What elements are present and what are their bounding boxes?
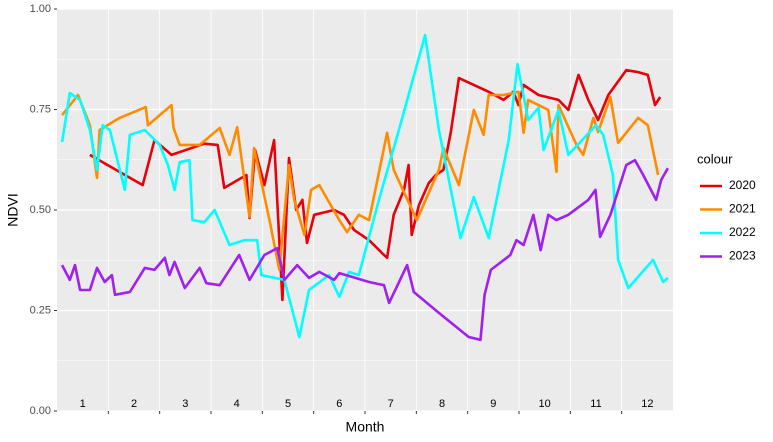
month-label: 5	[285, 398, 291, 410]
legend-title: colour	[697, 151, 733, 166]
legend-label: 2022	[729, 225, 756, 239]
legend-label: 2023	[729, 249, 756, 263]
series-line	[60, 158, 670, 342]
y-tick-label: 0.50	[30, 204, 51, 216]
y-tick-label: 1.00	[30, 3, 51, 15]
month-label: 10	[539, 398, 551, 410]
month-label: 12	[641, 398, 653, 410]
month-label: 2	[131, 398, 137, 410]
month-label: 6	[336, 398, 342, 410]
y-tick-label: 0.00	[30, 405, 51, 417]
series-line	[61, 90, 660, 272]
month-label: 4	[234, 398, 240, 410]
month-label: 3	[182, 398, 188, 410]
month-label: 11	[590, 398, 601, 410]
y-tick-label: 0.75	[30, 103, 51, 115]
month-label: 9	[490, 398, 496, 410]
legend-label: 2020	[729, 178, 756, 192]
y-axis-title: NDVI	[5, 193, 21, 226]
y-tick-label: 0.25	[30, 304, 51, 316]
month-label: 7	[388, 398, 394, 410]
legend-label: 2021	[729, 202, 756, 216]
month-label: 8	[439, 398, 445, 410]
month-label: 1	[80, 398, 86, 410]
x-axis-title: Month	[346, 419, 385, 435]
series-line	[60, 33, 669, 339]
